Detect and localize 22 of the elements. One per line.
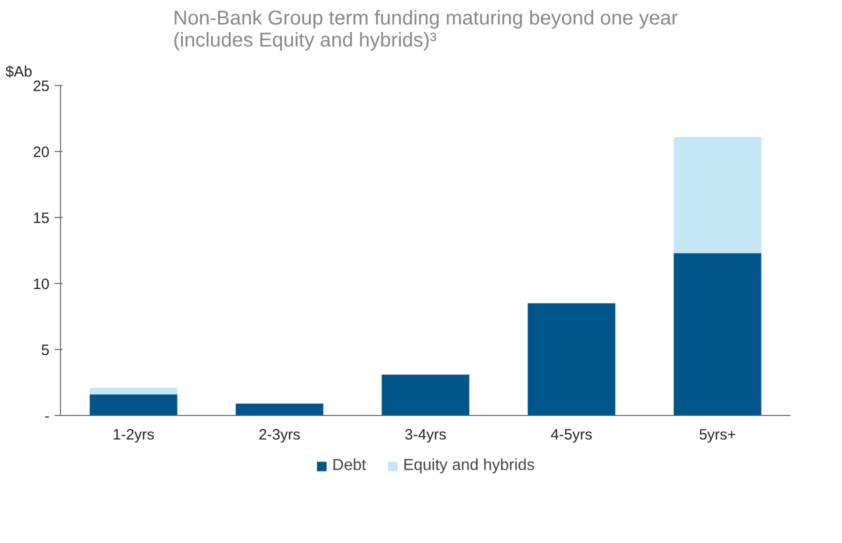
y-tick-label: 15 bbox=[32, 210, 50, 227]
y-tick-label: 25 bbox=[32, 78, 50, 95]
bar bbox=[382, 374, 470, 416]
bar bbox=[674, 136, 762, 254]
bar bbox=[236, 404, 324, 416]
legend-label: Equity and hybrids bbox=[403, 457, 535, 475]
y-tick-label: - bbox=[44, 408, 50, 425]
bar bbox=[90, 388, 178, 394]
x-tick-label: 2-3yrs bbox=[258, 426, 300, 444]
bar bbox=[674, 253, 762, 416]
bar bbox=[528, 303, 616, 416]
y-tick-label: 5 bbox=[41, 342, 50, 359]
bar bbox=[90, 394, 178, 416]
chart-title: Non-Bank Group term funding maturing beyond one year (includes Equity and hybrids)³ bbox=[173, 8, 678, 52]
x-tick-label: 4-5yrs bbox=[550, 426, 592, 444]
y-tick-label: 20 bbox=[32, 144, 50, 161]
legend-label: Debt bbox=[332, 457, 366, 475]
x-tick-label: 5yrs+ bbox=[698, 426, 736, 444]
y-axis-title: $Ab bbox=[6, 64, 32, 80]
y-tick-label: 10 bbox=[32, 276, 50, 293]
x-tick-label: 1-2yrs bbox=[112, 426, 154, 444]
x-tick-label: 3-4yrs bbox=[404, 426, 446, 444]
